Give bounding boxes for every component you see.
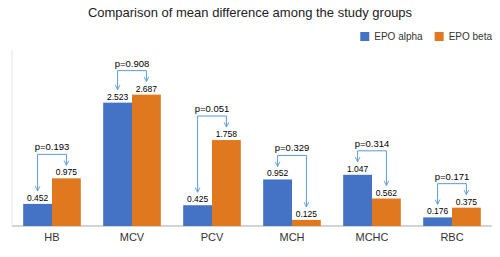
annotation: p=0.329 [275,142,310,153]
bar [183,205,212,226]
annotation: p=0.908 [115,58,150,69]
bar [23,204,52,226]
bracket-arrow [66,154,67,165]
bracket-arrow [146,71,147,82]
bar [212,140,241,226]
bracket [118,70,147,71]
bars [23,95,481,226]
bracket-arrow [197,116,198,192]
x-axis-line [12,226,492,227]
bracket-arrow [466,184,467,195]
data-label: 0.975 [56,167,78,177]
bracket-arrow [37,154,38,191]
bracket [438,183,467,184]
chart: Comparison of mean difference among the … [0,0,500,257]
x-tick-label: HB [44,231,59,243]
x-tick-label: MCH [279,231,304,243]
x-tick-label: RBC [440,231,463,243]
annotation: p=0.314 [355,138,390,149]
bar [52,178,81,226]
data-label: 2.523 [107,92,129,102]
bar [263,179,292,226]
data-label: 0.425 [187,194,209,204]
data-label: 1.047 [347,164,369,174]
bar [103,103,132,226]
bracket-arrow [357,151,358,162]
bracket-arrow [306,155,307,206]
bracket-arrow [277,155,278,166]
x-tick-label: MCHC [356,231,389,243]
data-label: 0.125 [296,209,318,219]
bracket [198,116,227,117]
bar [452,208,481,226]
bracket [278,155,307,156]
title: Comparison of mean difference among the … [88,5,413,20]
legend-label: EPO alpha [374,31,423,42]
bar [372,199,401,226]
data-label: 2.687 [136,84,158,94]
bar [343,175,372,226]
bar [423,217,452,226]
annotation: p=0.171 [435,171,470,182]
data-label: 0.562 [376,188,398,198]
bar [292,220,321,226]
annotation: p=0.193 [35,141,70,152]
data-label: 0.375 [456,197,478,207]
x-tick-label: MCV [120,231,145,243]
legend: EPO beta EPO alpha [360,31,492,42]
y-axis-line [12,50,13,226]
x-tick-label: PCV [201,231,224,243]
legend-swatch [435,32,444,41]
bracket [38,154,67,155]
data-label: 0.952 [267,168,289,178]
bracket [358,150,387,151]
data-label: 0.176 [427,206,449,216]
bracket-arrow [117,71,118,90]
data-label: 1.758 [216,129,238,139]
legend-label: EPO beta [449,31,493,42]
legend-swatch [360,32,369,41]
bracket-arrow [386,151,387,186]
bar [132,95,161,226]
bracket-arrow [226,116,227,127]
bracket-arrow [437,184,438,205]
annotation: p=0.051 [195,103,230,114]
data-label: 0.452 [27,193,49,203]
